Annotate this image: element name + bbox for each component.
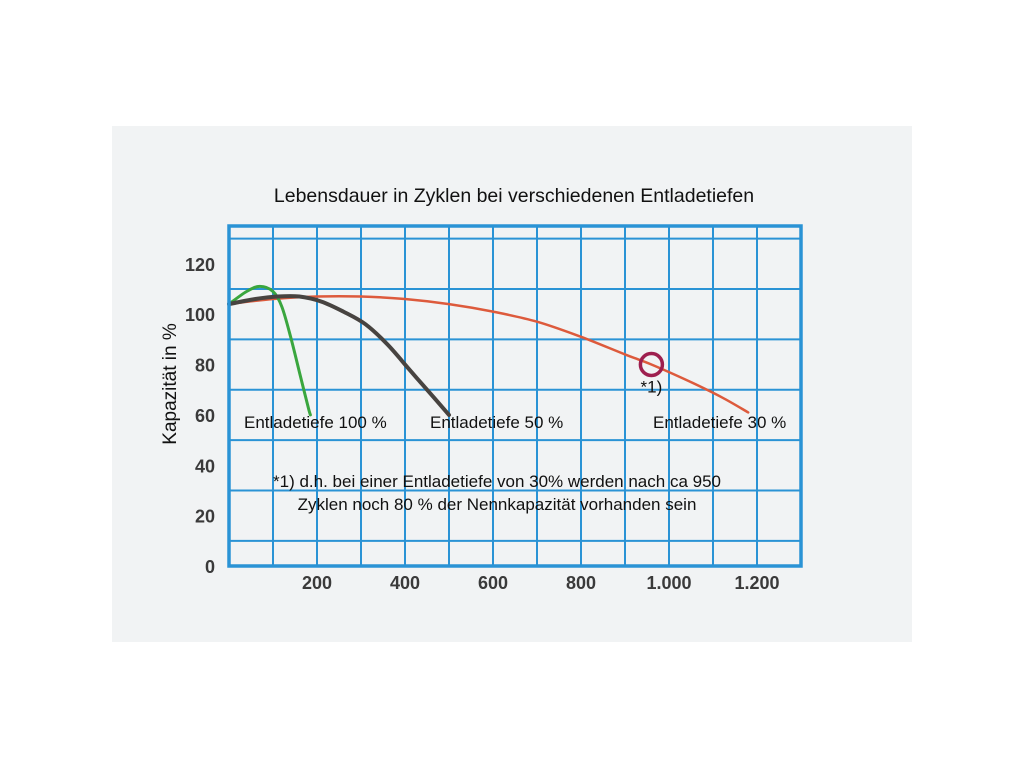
x-tick-800: 800 — [566, 573, 596, 593]
y-axis-ticks: 0 20 40 60 80 100 120 — [185, 255, 215, 577]
series-lines — [227, 284, 750, 417]
footnote-line-1: *1) d.h. bei einer Entladetiefe von 30% … — [273, 472, 721, 491]
series-line-30 — [227, 294, 750, 414]
series-label-30: Entladetiefe 30 % — [653, 413, 786, 432]
y-tick-0: 0 — [205, 557, 215, 577]
y-tick-60: 60 — [195, 406, 215, 426]
marker-circle — [638, 351, 665, 378]
y-tick-20: 20 — [195, 507, 215, 527]
chart-background — [112, 126, 912, 642]
x-tick-1.200: 1.200 — [734, 573, 779, 593]
x-axis-ticks: 200 400 600 800 1.000 1.200 — [302, 573, 780, 593]
series-label-50: Entladetiefe 50 % — [430, 413, 563, 432]
series-line-100 — [227, 284, 312, 417]
grid — [229, 226, 801, 566]
y-tick-120: 120 — [185, 255, 215, 275]
plot-frame — [227, 224, 803, 568]
series-label-100: Entladetiefe 100 % — [244, 413, 387, 432]
chart-title: Lebensdauer in Zyklen bei verschiedenen … — [274, 185, 754, 207]
marker-label: *1) — [641, 378, 663, 397]
y-tick-80: 80 — [195, 356, 215, 376]
series-line-50 — [227, 294, 451, 417]
x-tick-600: 600 — [478, 573, 508, 593]
x-tick-1.000: 1.000 — [646, 573, 691, 593]
footnote-line-2: Zyklen noch 80 % der Nennkapazität vorha… — [298, 495, 697, 514]
x-tick-200: 200 — [302, 573, 332, 593]
y-tick-40: 40 — [195, 456, 215, 476]
y-tick-100: 100 — [185, 305, 215, 325]
y-axis-label: Kapazität in % — [160, 323, 181, 445]
x-tick-400: 400 — [390, 573, 420, 593]
